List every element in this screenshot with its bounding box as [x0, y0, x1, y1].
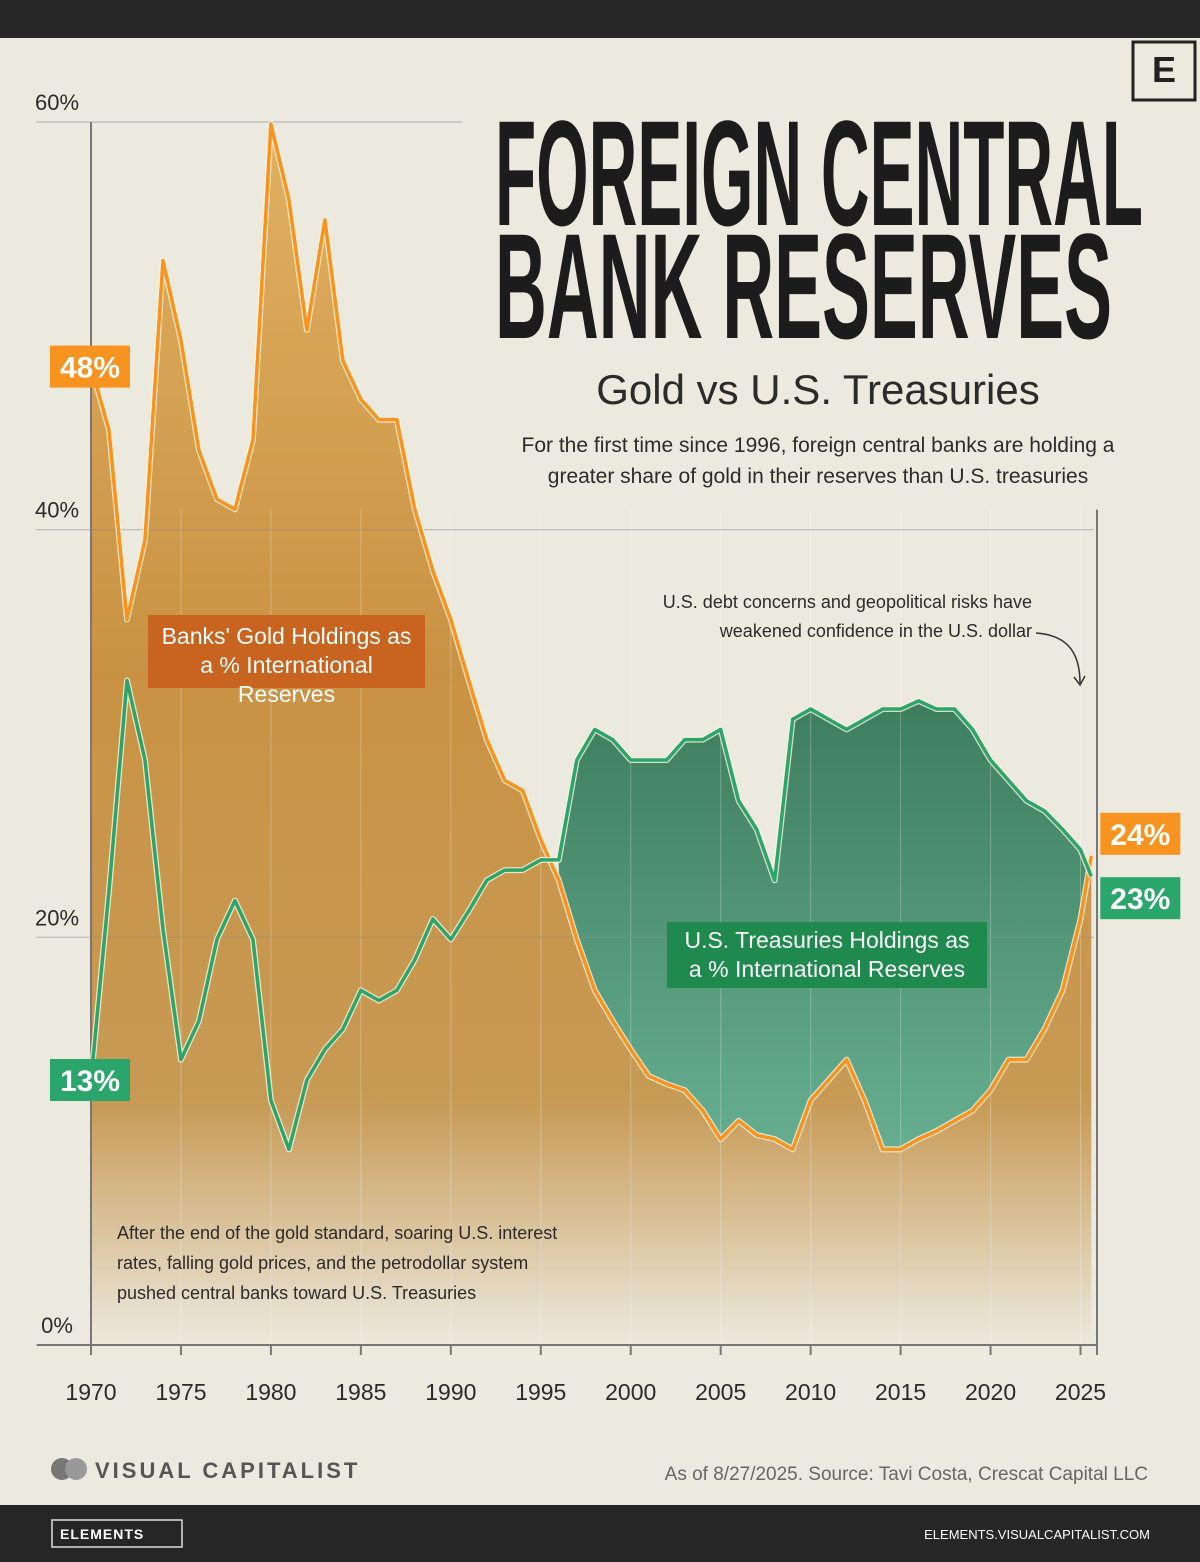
brand-icon — [65, 1458, 87, 1480]
footer-right: ELEMENTS.VISUALCAPITALIST.COM — [924, 1527, 1150, 1542]
bottom-bar — [0, 1505, 1200, 1562]
value-label-box — [1100, 877, 1181, 920]
series-line — [89, 678, 1093, 1152]
x-tick-label: 2020 — [965, 1379, 1016, 1405]
value-label: 24% — [1110, 819, 1170, 852]
series-label: Banks' Gold Holdings as a % Internationa… — [148, 615, 425, 707]
value-label-box — [1100, 812, 1181, 855]
annotation-arrow-head — [1073, 675, 1086, 687]
value-label-box — [50, 345, 130, 388]
y-tick-label: 40% — [35, 498, 79, 523]
chart-subtitle: Gold vs U.S. Treasuries — [596, 366, 1039, 413]
value-label: 13% — [60, 1065, 120, 1098]
brand: VISUAL CAPITALIST — [95, 1458, 360, 1483]
x-tick-label: 1975 — [155, 1379, 206, 1405]
y-tick-label: 20% — [35, 905, 79, 930]
description: For the first time since 1996, foreign c… — [521, 434, 1115, 488]
series-line — [89, 122, 1094, 1152]
source: As of 8/27/2025. Source: Tavi Costa, Cre… — [665, 1464, 1148, 1485]
x-tick-label: 2005 — [695, 1379, 746, 1405]
logo-box — [1131, 40, 1197, 102]
annotation: U.S. debt concerns and geopolitical risk… — [662, 592, 1032, 641]
top-bar — [0, 0, 1200, 38]
y-tick-label: 60% — [35, 90, 79, 115]
chart-title: BANK RESERVES — [495, 202, 1112, 370]
annotation-arrow — [1035, 632, 1081, 684]
chart-title: FOREIGN CENTRAL — [495, 89, 1143, 257]
x-tick-label: 1985 — [335, 1379, 386, 1405]
x-tick-label: 2010 — [785, 1379, 836, 1405]
value-label: 48% — [60, 352, 120, 385]
value-label: 23% — [1110, 883, 1170, 916]
x-tick-label: 1995 — [515, 1379, 566, 1405]
logo-mark: E — [1152, 49, 1176, 90]
footer-badge — [51, 1519, 183, 1548]
x-tick-label: 1980 — [245, 1379, 296, 1405]
gold-area — [91, 124, 1092, 1345]
annotation: After the end of the gold standard, soar… — [117, 1223, 558, 1303]
x-tick-label: 2000 — [605, 1379, 656, 1405]
x-tick-label: 2025 — [1055, 1379, 1106, 1405]
x-tick-label: 2015 — [875, 1379, 926, 1405]
value-label-box — [50, 1059, 130, 1102]
series-label: U.S. Treasuries Holdings as a % Internat… — [667, 922, 987, 988]
x-tick-label: 1970 — [65, 1379, 116, 1405]
y-tick-label: 0% — [41, 1313, 73, 1338]
x-tick-label: 1990 — [425, 1379, 476, 1405]
footer-left: ELEMENTS — [60, 1526, 144, 1542]
